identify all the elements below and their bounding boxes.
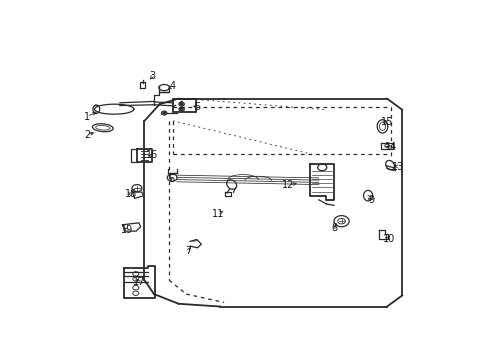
Circle shape xyxy=(180,108,183,110)
Text: 9: 9 xyxy=(368,195,374,205)
Text: 7: 7 xyxy=(184,246,191,256)
Text: 11: 11 xyxy=(212,209,224,219)
Text: 3: 3 xyxy=(149,72,155,81)
Text: 13: 13 xyxy=(391,162,404,172)
Circle shape xyxy=(180,103,183,105)
Text: 5: 5 xyxy=(194,102,200,112)
Text: 19: 19 xyxy=(121,225,133,235)
Text: 8: 8 xyxy=(330,222,336,233)
Text: 16: 16 xyxy=(145,150,158,161)
Text: 14: 14 xyxy=(384,142,396,152)
Circle shape xyxy=(163,112,165,114)
Text: 6: 6 xyxy=(167,174,174,184)
Text: 15: 15 xyxy=(380,117,392,127)
Text: 1: 1 xyxy=(83,112,90,122)
Text: 2: 2 xyxy=(83,130,90,140)
Text: 4: 4 xyxy=(169,81,176,91)
Text: 18: 18 xyxy=(125,189,137,199)
Text: 12: 12 xyxy=(282,180,294,190)
Text: 10: 10 xyxy=(382,234,394,244)
Text: 17: 17 xyxy=(132,276,145,287)
